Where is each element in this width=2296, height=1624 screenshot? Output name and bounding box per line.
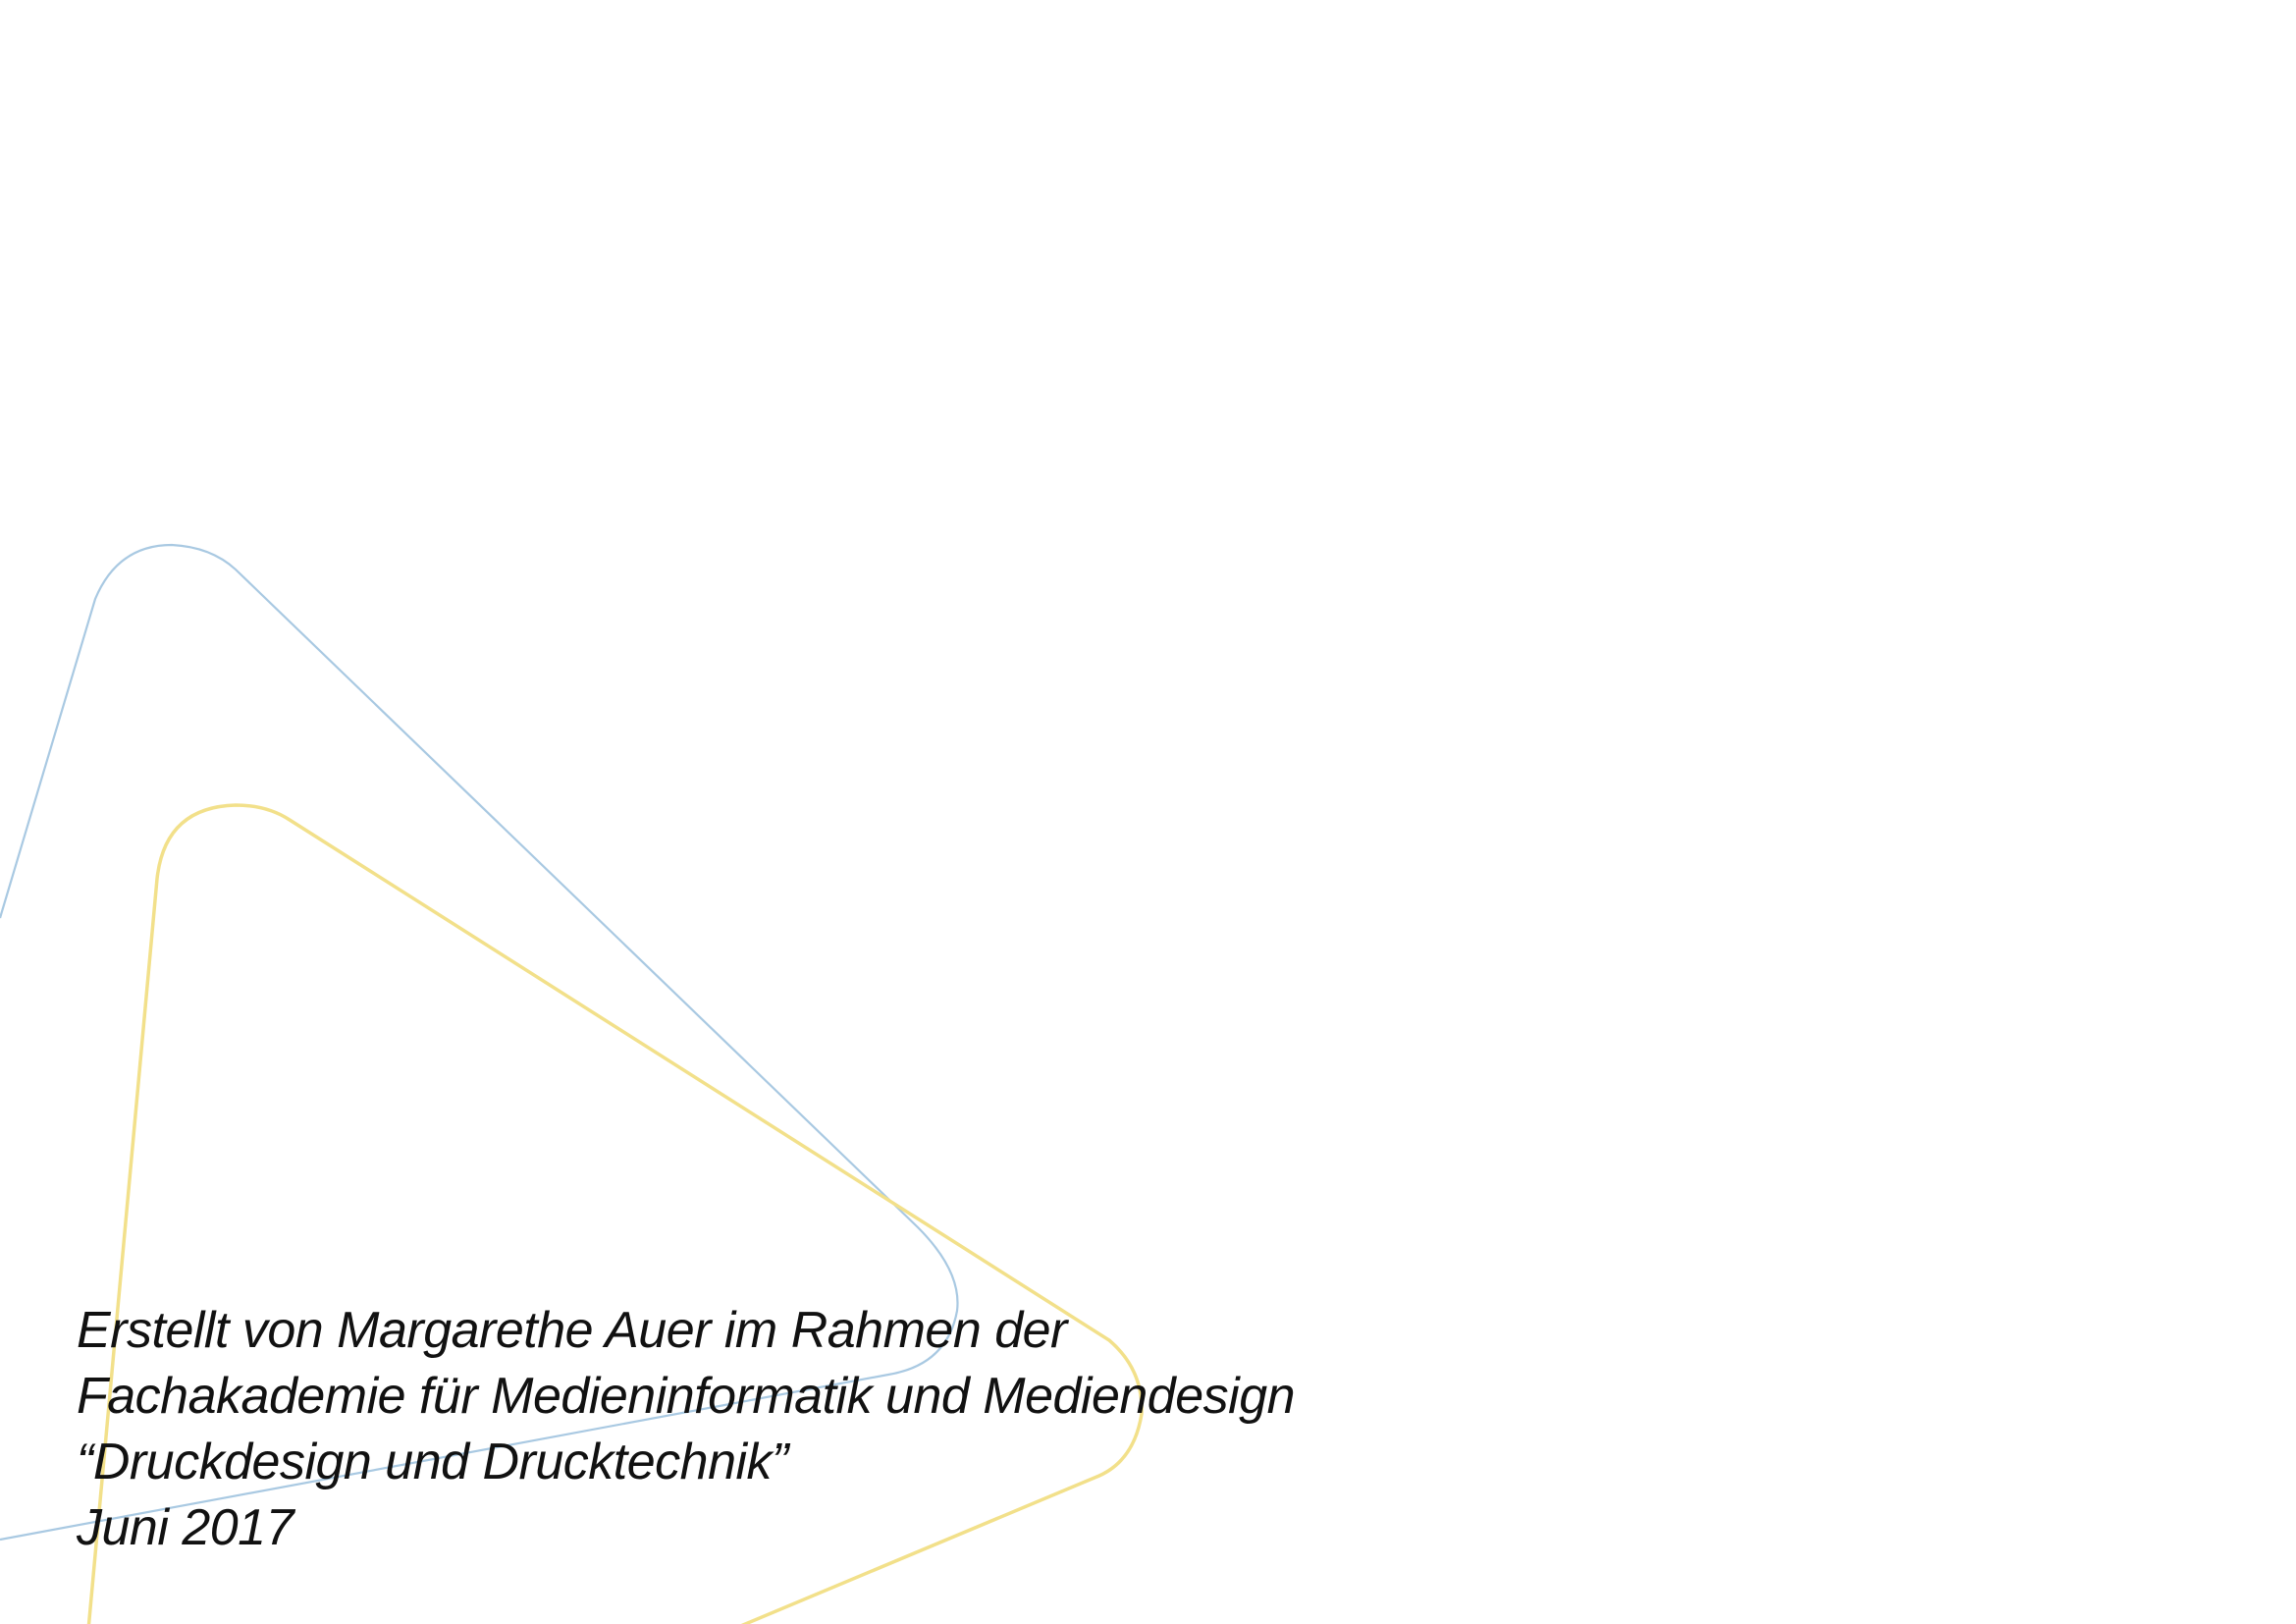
colophon-date: Juni 2017 xyxy=(77,1499,294,1556)
yellow-triangle-outline xyxy=(86,803,1144,1624)
colophon-author-line: Erstellt von Margarethe Auer im Rahmen d… xyxy=(77,1302,1067,1359)
colophon-institution-line: Fachakademie für Medieninformatik und Me… xyxy=(77,1368,1296,1425)
blue-triangle-outline xyxy=(0,543,959,1542)
colophon-course-line: “Druckdesign und Drucktechnik” xyxy=(77,1434,788,1490)
colophon: Erstellt von Margarethe Auer im Rahmen d… xyxy=(77,1298,1296,1561)
